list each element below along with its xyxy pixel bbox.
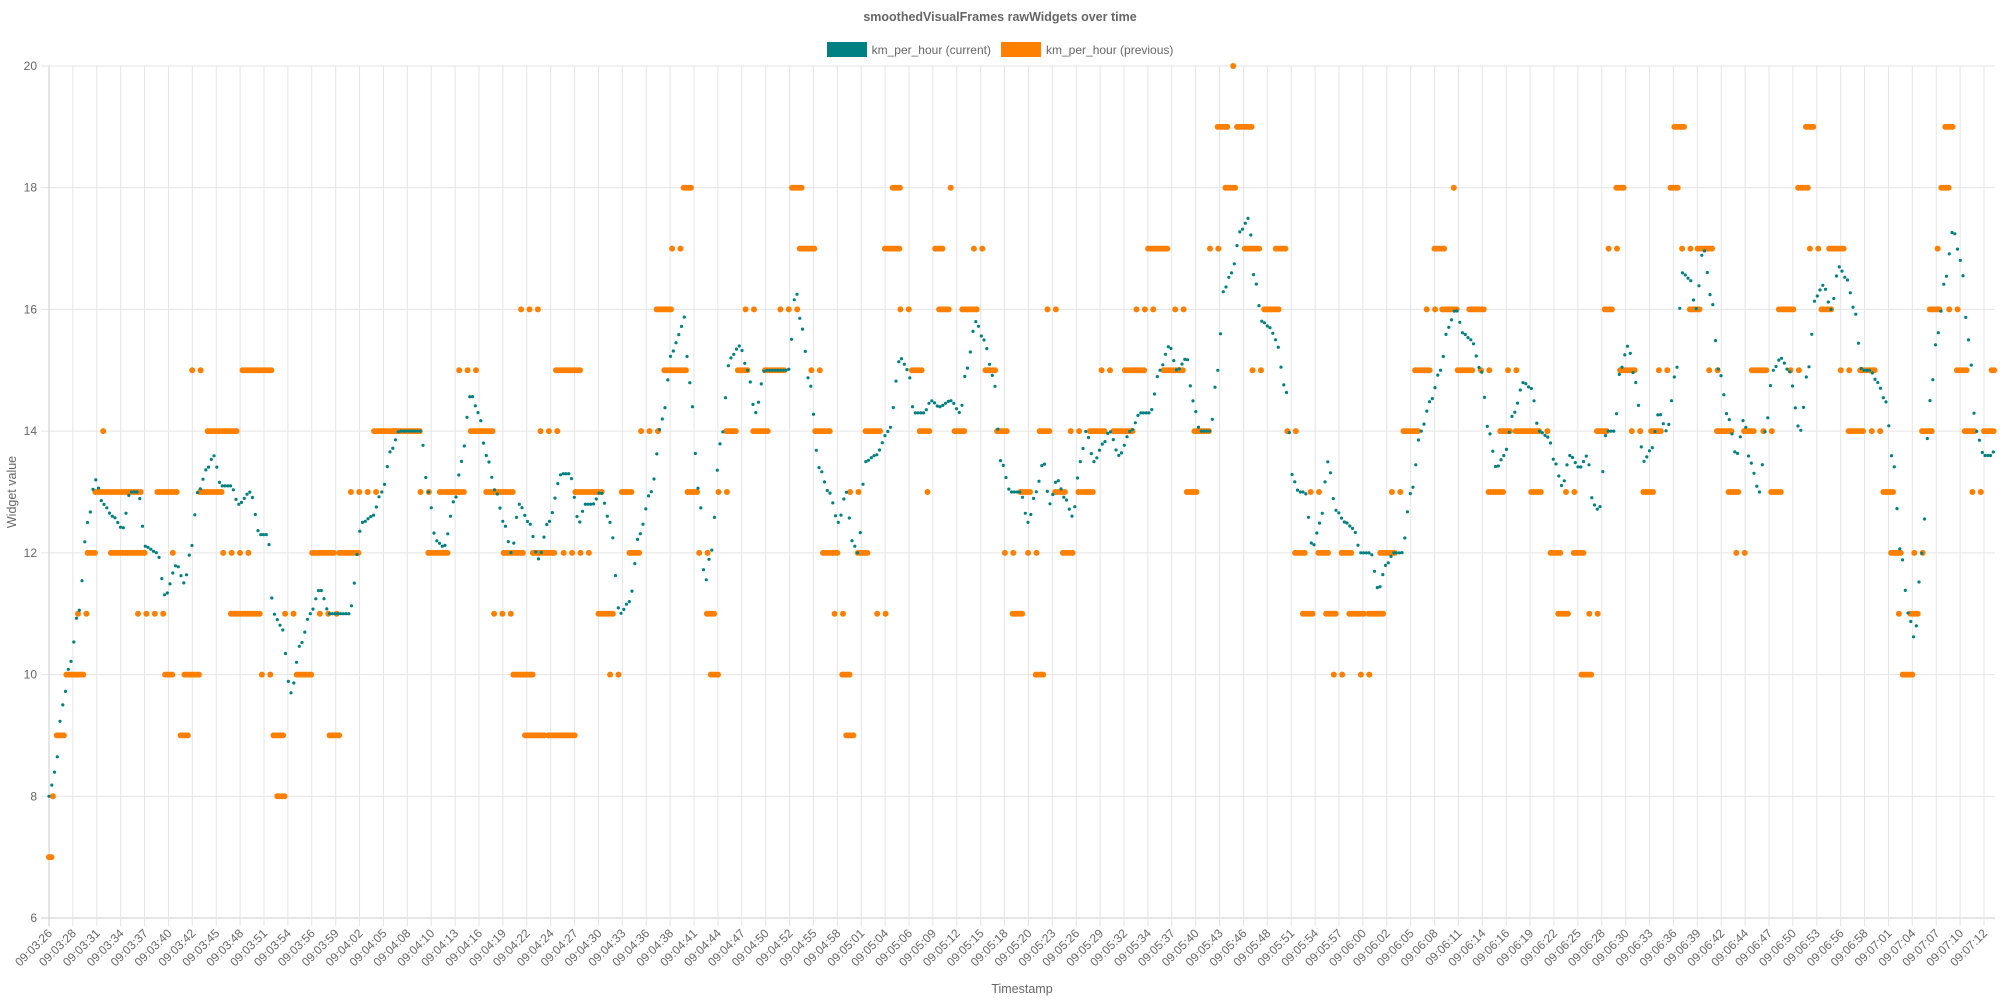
y-tick-label: 14 xyxy=(24,424,38,438)
y-tick-label: 12 xyxy=(24,546,38,560)
series-current-points xyxy=(47,216,1995,798)
legend-swatch-current xyxy=(826,42,867,57)
y-axis-title: Widget value xyxy=(5,456,19,528)
chart-title: smoothedVisualFrames rawWidgets over tim… xyxy=(863,10,1137,24)
y-tick-label: 6 xyxy=(30,911,37,925)
x-axis-ticks: 09:03:2609:03:2809:03:3109:03:3409:03:37… xyxy=(12,926,1990,969)
series-previous-points xyxy=(46,63,1998,861)
legend-label-current: km_per_hour (current) xyxy=(871,42,991,57)
legend-item-previous[interactable]: km_per_hour (previous) xyxy=(1001,42,1173,57)
legend-label-previous: km_per_hour (previous) xyxy=(1046,42,1174,57)
gridlines xyxy=(41,65,1995,926)
y-tick-label: 16 xyxy=(24,302,38,316)
y-tick-label: 18 xyxy=(24,181,38,195)
y-tick-label: 10 xyxy=(24,668,38,682)
legend: km_per_hour (current) km_per_hour (previ… xyxy=(0,42,2000,57)
legend-swatch-previous xyxy=(1001,42,1041,57)
legend-item-current[interactable]: km_per_hour (current) xyxy=(826,42,991,57)
x-axis-title: Timestamp xyxy=(991,982,1052,996)
y-tick-label: 20 xyxy=(24,59,38,73)
y-tick-label: 8 xyxy=(30,789,37,803)
y-axis-ticks: 6 8 10 12 14 16 18 20 xyxy=(24,59,38,925)
